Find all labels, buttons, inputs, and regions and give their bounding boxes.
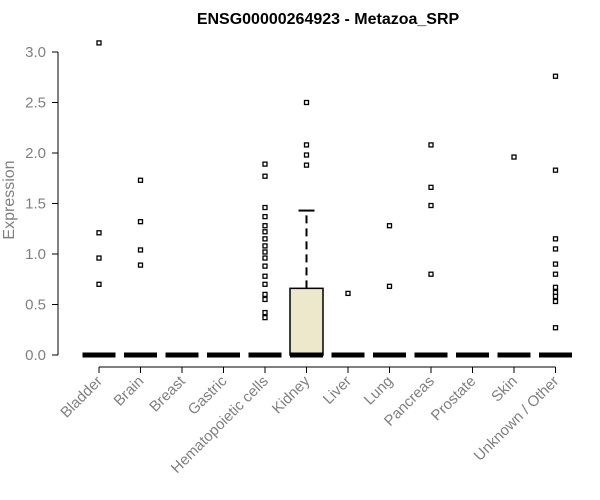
- outlier-point: [303, 162, 310, 168]
- outlier-point: [303, 152, 310, 158]
- y-tick-label: 0.5: [25, 297, 46, 314]
- outlier-point: [386, 223, 393, 229]
- outlier-point: [552, 236, 559, 242]
- outlier-point: [262, 223, 268, 229]
- y-tick-label: 1.5: [25, 196, 46, 213]
- box-group: [124, 177, 157, 358]
- boxes-layer: [82, 40, 572, 358]
- outlier-point: [262, 243, 268, 249]
- outlier-point: [552, 167, 559, 173]
- outlier-point: [262, 236, 268, 242]
- outlier-point: [262, 263, 268, 269]
- outlier-point: [96, 40, 102, 46]
- outlier-point: [303, 142, 310, 148]
- outlier-point: [552, 293, 559, 300]
- outlier-point: [262, 229, 268, 235]
- outlier-point: [552, 325, 559, 331]
- x-tick-label: Breast: [146, 372, 189, 415]
- box-group: [248, 161, 282, 358]
- outlier-point: [552, 73, 559, 79]
- box-rect: [289, 287, 324, 356]
- outlier-point: [552, 298, 559, 305]
- outlier-point: [511, 154, 517, 160]
- box-group: [414, 142, 448, 358]
- outlier-point: [552, 271, 559, 277]
- box-group: [82, 40, 116, 358]
- box-group: [373, 223, 406, 358]
- outlier-point: [552, 246, 559, 252]
- x-tick-label: Bladder: [57, 373, 106, 422]
- outlier-point: [137, 262, 144, 268]
- y-tick-label: 3.0: [25, 44, 46, 61]
- y-tick-label: 2.0: [25, 145, 46, 162]
- outlier-point: [262, 309, 268, 316]
- box-group: [331, 290, 365, 358]
- x-tick-label: Kidney: [269, 372, 314, 417]
- x-tick-label: Skin: [488, 373, 521, 406]
- outlier-point: [96, 281, 102, 287]
- outlier-point: [262, 273, 268, 279]
- outlier-point: [262, 296, 268, 303]
- outlier-point: [262, 255, 268, 261]
- outlier-point: [137, 219, 144, 225]
- y-tick-label: 0.0: [25, 347, 46, 364]
- outlier-point: [303, 99, 310, 106]
- outlier-point: [137, 247, 144, 253]
- outlier-point: [345, 290, 351, 297]
- outlier-point: [262, 161, 268, 167]
- outlier-point: [386, 283, 393, 289]
- outlier-point: [262, 204, 268, 211]
- outlier-point: [428, 142, 434, 148]
- outlier-point: [96, 255, 102, 261]
- x-tick-label: Prostate: [428, 373, 480, 425]
- y-tick-label: 1.0: [25, 246, 46, 263]
- outlier-point: [428, 202, 434, 209]
- outlier-point: [262, 173, 268, 179]
- outlier-point: [262, 291, 268, 298]
- outlier-point: [262, 249, 268, 255]
- outlier-point: [137, 177, 144, 183]
- outlier-point: [552, 261, 559, 267]
- outlier-point: [262, 314, 268, 321]
- outlier-point: [552, 284, 559, 290]
- outlier-point: [96, 230, 102, 236]
- outlier-point: [262, 213, 268, 220]
- outlier-point: [428, 271, 434, 277]
- y-tick-label: 2.5: [25, 95, 46, 112]
- box-group: [497, 154, 531, 358]
- y-axis-label: Expression: [1, 160, 18, 239]
- box-group: [289, 99, 324, 358]
- y-axis: 0.0 0.5 1.0 1.5 2.0 2.5 3.0: [25, 44, 59, 364]
- x-tick-label: Brain: [111, 373, 148, 410]
- x-tick-label: Lung: [361, 373, 397, 409]
- outlier-point: [262, 281, 268, 287]
- outlier-point: [428, 184, 434, 190]
- x-tick-label: Liver: [320, 373, 355, 408]
- box-group: [539, 73, 572, 358]
- chart-title: ENSG00000264923 - Metazoa_SRP: [197, 11, 460, 28]
